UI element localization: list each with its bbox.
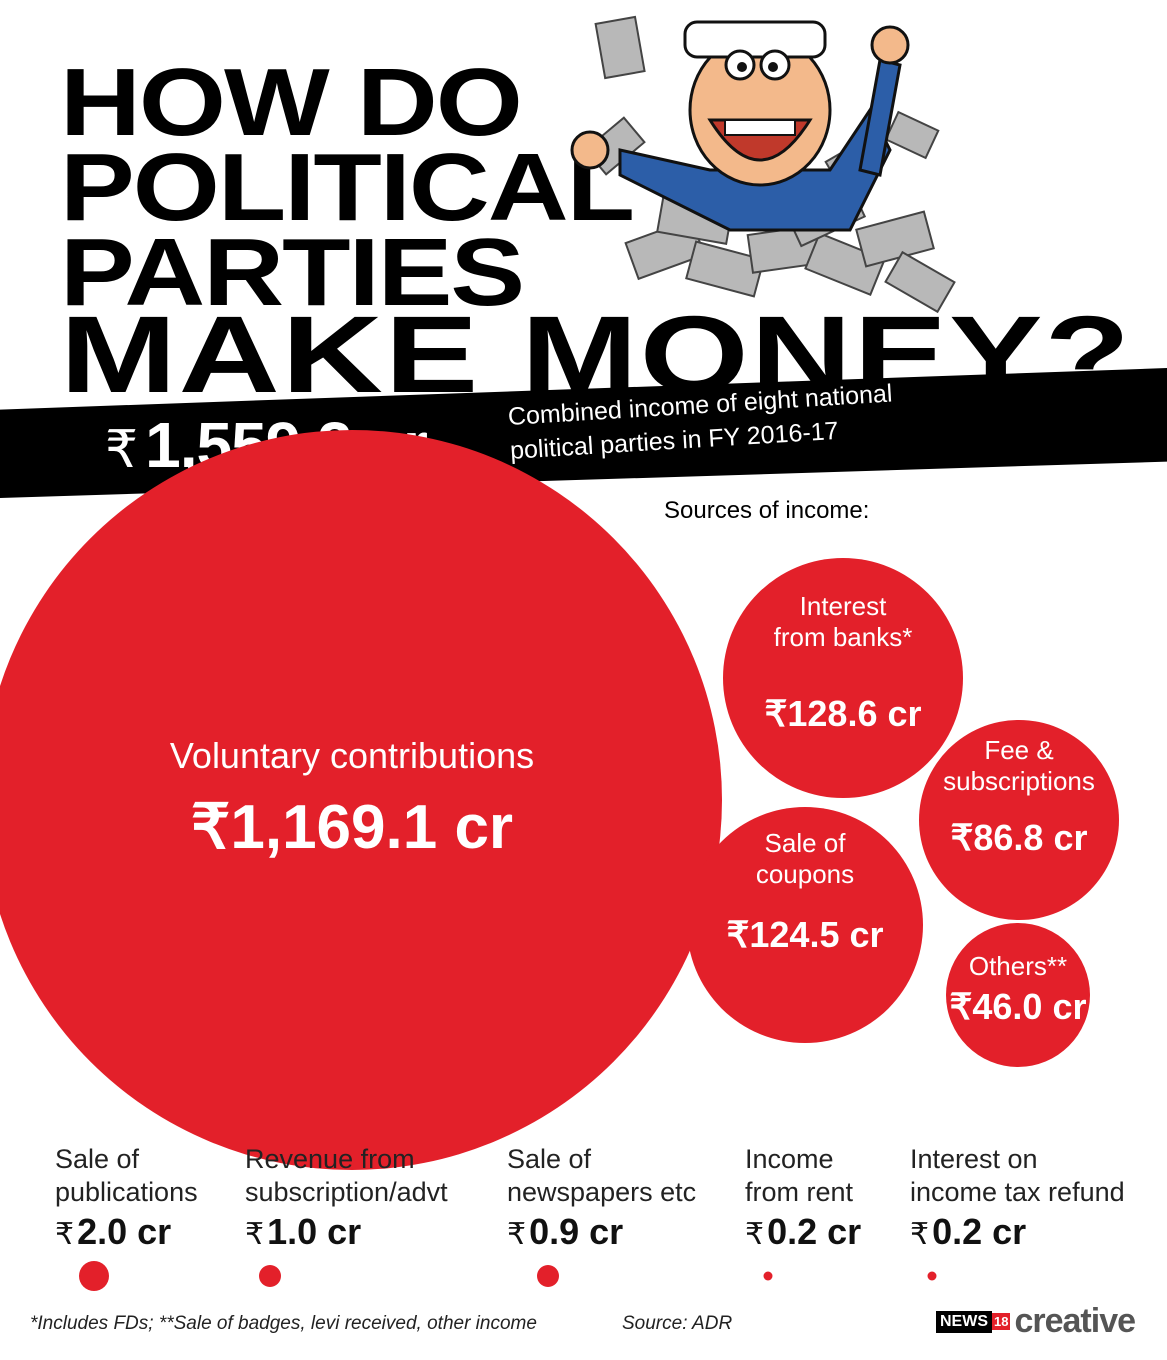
bubble-label-1-1: Voluntary contributions xyxy=(170,735,534,776)
bubble-value-4: ₹124.5 cr xyxy=(726,914,883,955)
bubble-label-5-1: Others** xyxy=(969,951,1067,981)
bubble-1: Voluntary contributions ₹1,169.1 cr xyxy=(0,430,722,1170)
minor-source-value: ₹0.2 cr xyxy=(910,1214,1125,1252)
small-bubble-3 xyxy=(537,1265,559,1287)
minor-source-amount: 0.2 cr xyxy=(767,1211,862,1252)
minor-source-5: Interest on income tax refund ₹0.2 cr xyxy=(910,1143,1125,1251)
bubble-circle-1 xyxy=(0,430,722,1170)
bubble-value-1: ₹1,169.1 cr xyxy=(191,793,513,862)
minor-source-label-line-1: Revenue from xyxy=(245,1144,415,1174)
bubble-label-2-1: Interest xyxy=(800,591,887,621)
bubble-value-2: ₹128.6 cr xyxy=(764,693,921,734)
bubble-circle-3 xyxy=(919,720,1119,920)
rupee-symbol: ₹ xyxy=(245,1218,265,1251)
bubble-value-3: ₹86.8 cr xyxy=(950,817,1087,858)
minor-source-label-line-2: newspapers etc xyxy=(507,1177,697,1207)
minor-source-label-line-1: Sale of xyxy=(507,1144,592,1174)
bubble-label-3-2: subscriptions xyxy=(943,766,1095,796)
rupee-symbol: ₹ xyxy=(105,421,138,479)
bubble-value-5: ₹46.0 cr xyxy=(949,986,1086,1027)
minor-source-label-line-1: Income xyxy=(745,1144,834,1174)
bubble-circle-2 xyxy=(723,558,963,798)
minor-source-label-line-1: Sale of xyxy=(55,1144,140,1174)
brand-creative: creative xyxy=(1014,1302,1136,1340)
politician-cartoon-illustration xyxy=(570,15,956,314)
minor-source-value: ₹1.0 cr xyxy=(245,1214,448,1252)
brand-18: 18 xyxy=(992,1313,1011,1330)
source-credit: Source: ADR xyxy=(622,1313,733,1334)
minor-source-label-line-1: Interest on xyxy=(910,1144,1038,1174)
bubble-5: Others** ₹46.0 cr xyxy=(946,923,1090,1067)
sources-of-income-label: Sources of income: xyxy=(664,497,870,524)
minor-source-label-line-2: from rent xyxy=(745,1177,854,1207)
bubble-label-3-1: Fee & xyxy=(984,735,1053,765)
brand-news: NEWS xyxy=(936,1310,992,1333)
bubble-circle-4 xyxy=(687,807,923,1043)
rupee-symbol: ₹ xyxy=(55,1218,75,1251)
rupee-symbol: ₹ xyxy=(507,1218,527,1251)
small-bubble-5 xyxy=(927,1271,937,1281)
bubble-label-4-1: Sale of xyxy=(765,828,847,858)
small-bubble-2 xyxy=(259,1265,281,1287)
rupee-symbol: ₹ xyxy=(910,1218,930,1251)
minor-source-value: ₹0.9 cr xyxy=(507,1214,696,1252)
minor-source-2: Revenue from subscription/advt ₹1.0 cr xyxy=(245,1143,448,1251)
small-bubble-1 xyxy=(79,1261,109,1291)
minor-source-4: Income from rent ₹0.2 cr xyxy=(745,1143,861,1251)
small-bubble-4 xyxy=(763,1271,773,1281)
footnote: *Includes FDs; **Sale of badges, levi re… xyxy=(30,1313,537,1334)
minor-source-amount: 2.0 cr xyxy=(77,1211,172,1252)
bubble-label-2-2: from banks* xyxy=(774,622,913,652)
minor-source-value: ₹2.0 cr xyxy=(55,1214,198,1252)
minor-source-3: Sale of newspapers etc ₹0.9 cr xyxy=(507,1143,696,1251)
title-line-1: HOW DO xyxy=(60,49,523,156)
minor-source-value: ₹0.2 cr xyxy=(745,1214,861,1252)
title-line-2: POLITICAL xyxy=(60,134,635,241)
bubble-3: Fee &subscriptions ₹86.8 cr xyxy=(919,720,1119,920)
bubble-label-4-2: coupons xyxy=(756,859,854,889)
minor-source-amount: 1.0 cr xyxy=(267,1211,362,1252)
minor-source-label-line-2: income tax refund xyxy=(910,1177,1125,1207)
minor-source-amount: 0.2 cr xyxy=(932,1211,1027,1252)
bubble-circle-5 xyxy=(946,923,1090,1067)
news18-creative-logo: NEWS 18 creative xyxy=(936,1302,1136,1341)
title-line-3: PARTIES xyxy=(60,219,525,326)
rupee-symbol: ₹ xyxy=(745,1218,765,1251)
minor-source-label-line-2: publications xyxy=(55,1177,198,1207)
minor-source-label-line-2: subscription/advt xyxy=(245,1177,448,1207)
minor-source-amount: 0.9 cr xyxy=(529,1211,624,1252)
minor-source-1: Sale of publications ₹2.0 cr xyxy=(55,1143,198,1251)
